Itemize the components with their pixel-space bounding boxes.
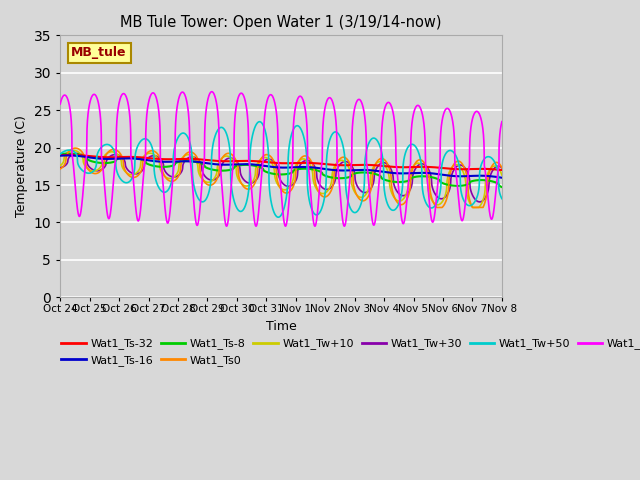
Y-axis label: Temperature (C): Temperature (C) <box>15 115 28 217</box>
Legend: Wat1_Ts-32, Wat1_Ts-16, Wat1_Ts-8, Wat1_Ts0, Wat1_Tw+10, Wat1_Tw+30, Wat1_Tw+50,: Wat1_Ts-32, Wat1_Ts-16, Wat1_Ts-8, Wat1_… <box>57 334 640 370</box>
X-axis label: Time: Time <box>266 320 296 333</box>
Text: MB_tule: MB_tule <box>71 47 127 60</box>
Title: MB Tule Tower: Open Water 1 (3/19/14-now): MB Tule Tower: Open Water 1 (3/19/14-now… <box>120 15 442 30</box>
